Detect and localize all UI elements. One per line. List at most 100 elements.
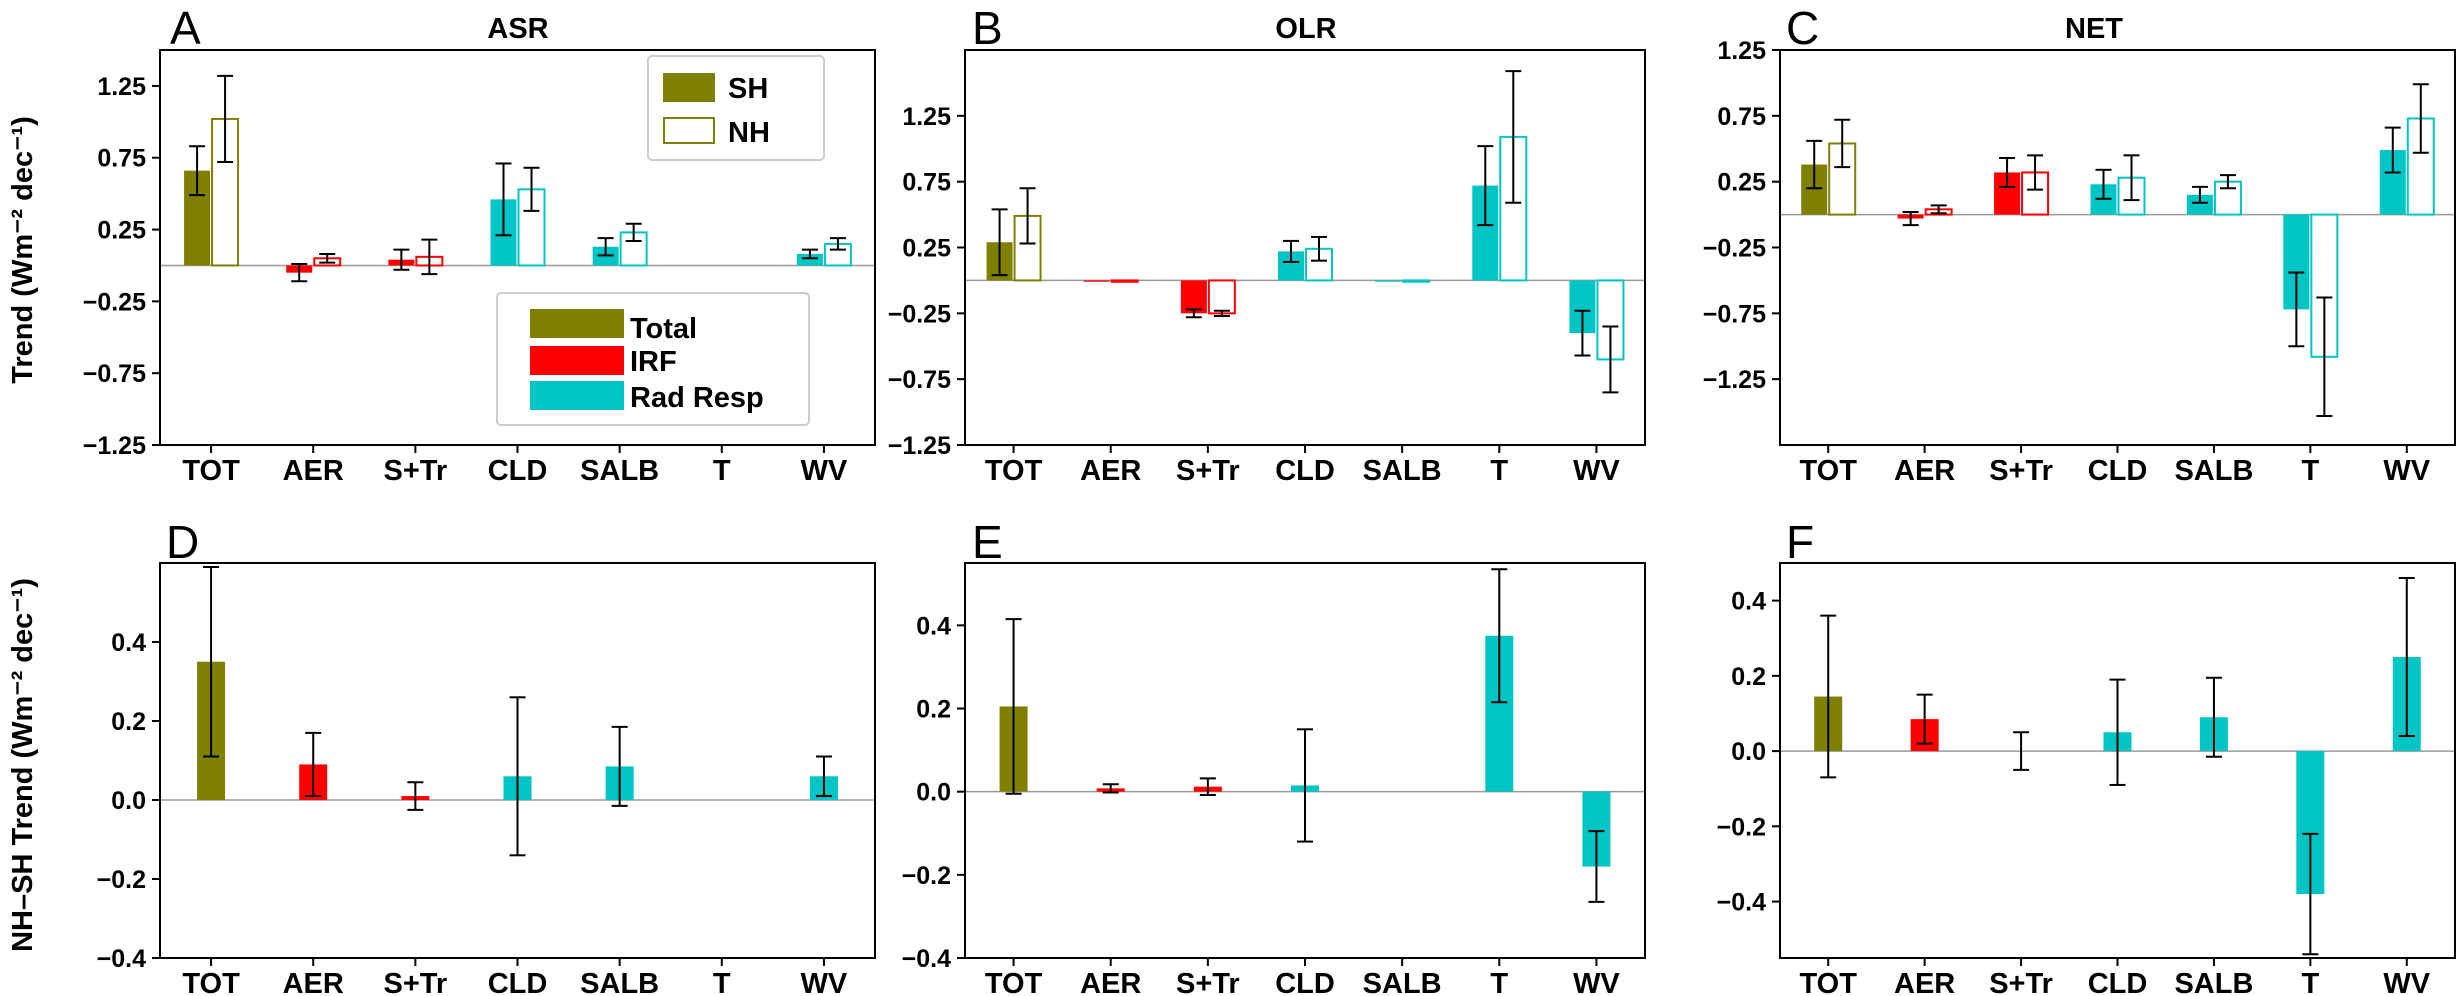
legend-label-rad-resp: Rad Resp (630, 382, 764, 414)
plots: −1.25 −0.75 −0.25 0.25 0.75 1.25 TOT AER S+Tr CLD… (83, 37, 2456, 996)
y-axis-label-top: Trend (Wm⁻² dec⁻¹) (7, 116, 39, 383)
y-tick-label: −0.75 (1703, 300, 1766, 328)
y-tick-label: −1.25 (83, 432, 146, 460)
bar-aer-sh (1083, 280, 1110, 282)
y-tick-label: −0.2 (1717, 813, 1766, 841)
bar-str-nh (1207, 279, 1236, 315)
x-tick-label: AER (283, 455, 344, 487)
y-tick-label: 0.25 (1717, 169, 1766, 197)
x-tick-label: AER (1080, 968, 1141, 996)
x-tick-label: AER (283, 968, 344, 996)
x-tick-label: CLD (2088, 968, 2148, 996)
legend-label-total: Total (630, 313, 697, 345)
x-tick-label: WV (801, 455, 848, 487)
x-tick-label: WV (801, 968, 848, 996)
panel-b: B OLR (972, 2, 1337, 54)
y-tick-label: −0.4 (97, 945, 146, 973)
y-tick-label: 0.2 (916, 696, 951, 724)
y-tick-label: −1.25 (1703, 366, 1766, 394)
x-tick-label: T (713, 455, 731, 487)
x-tick-label: WV (1573, 455, 1620, 487)
x-tick-label: S+Tr (384, 455, 448, 487)
x-tick-label: SALB (1363, 455, 1442, 487)
x-tick-label: S+Tr (1176, 455, 1240, 487)
x-tick-label: AER (1894, 455, 1955, 487)
y-tick-label: 0.25 (902, 235, 951, 263)
x-tick-label: TOT (1799, 455, 1857, 487)
legend-label-irf: IRF (630, 346, 677, 378)
legend-components: Total IRF Rad Resp (496, 292, 810, 426)
x-tick-label: SALB (2174, 968, 2253, 996)
x-tick-label: CLD (1275, 968, 1335, 996)
y-tick-label: 0.2 (111, 708, 146, 736)
x-tick-label: TOT (1799, 968, 1857, 996)
y-tick-label: −0.25 (1703, 235, 1766, 263)
legend-label-sh: SH (728, 73, 768, 105)
x-tick-label: WV (1573, 968, 1620, 996)
plot-a: −1.25 −0.75 −0.25 0.25 0.75 1.25 TOT AER S+Tr CLD… (83, 49, 876, 487)
y-tick-label: 1.25 (97, 73, 146, 101)
y-tick-label: −0.4 (902, 945, 951, 973)
y-tick-label: 0.4 (916, 612, 951, 640)
y-tick-label: 0.75 (1717, 103, 1766, 131)
bar-salb-sh (1375, 280, 1402, 282)
x-tick-label: S+Tr (1989, 968, 2053, 996)
plot-c: −1.25 −0.75 −0.25 0.25 0.75 1.25 TOT AER S+Tr CLD… (1703, 37, 2456, 487)
x-tick-label: AER (1080, 455, 1141, 487)
y-tick-label: 0.0 (916, 779, 951, 807)
bar-aer-nh (1110, 279, 1139, 283)
legend-swatch-total (530, 309, 624, 338)
x-tick-label: AER (1894, 968, 1955, 996)
legend-swatch-irf (530, 346, 624, 375)
x-tick-label: TOT (182, 455, 240, 487)
x-tick-label: TOT (985, 455, 1043, 487)
legend-swatch-rad-resp (530, 381, 624, 410)
y-axis-label-bottom: NH–SH Trend (Wm⁻² dec⁻¹) (7, 578, 39, 952)
y-tick-label: −0.75 (83, 360, 146, 388)
x-tick-label: TOT (182, 968, 240, 996)
bar-wv-nh (1596, 279, 1625, 361)
y-tick-label: −0.75 (888, 366, 951, 394)
panel-e: E (972, 516, 1003, 568)
x-tick-label: T (1490, 455, 1508, 487)
panel-title: NET (2065, 13, 2123, 45)
x-tick-label: WV (2383, 968, 2430, 996)
panel-letter: F (1786, 516, 1814, 568)
y-tick-label: −0.25 (888, 300, 951, 328)
x-tick-label: WV (2383, 455, 2430, 487)
legend-swatch-nh (663, 117, 715, 144)
legend-hemisphere: SH NH (647, 55, 825, 161)
axes-frame (964, 49, 1646, 446)
axes-frame (1779, 49, 2456, 446)
panel-letter: B (972, 2, 1003, 54)
panel-letter: C (1786, 2, 1819, 54)
y-tick-label: −0.4 (1717, 889, 1766, 917)
x-tick-label: S+Tr (1176, 968, 1240, 996)
x-tick-label: CLD (1275, 455, 1335, 487)
y-tick-label: 0.0 (111, 787, 146, 815)
plot-f: −0.4 −0.2 0.0 0.2 0.4 TOT AER S+Tr CLD SALB T WV (1717, 562, 2456, 996)
x-tick-label: SALB (580, 455, 659, 487)
x-tick-label: SALB (2174, 455, 2253, 487)
bar-str-sh (1180, 280, 1207, 314)
y-tick-label: −0.25 (83, 288, 146, 316)
y-tick-label: 0.4 (1731, 588, 1766, 616)
x-tick-label: CLD (488, 968, 548, 996)
panel-title: ASR (487, 13, 548, 45)
y-tick-label: 0.75 (97, 145, 146, 173)
x-tick-label: T (2301, 968, 2319, 996)
panel-letter: D (166, 516, 199, 568)
panel-f: F (1786, 516, 1814, 568)
y-tick-label: 0.0 (1731, 738, 1766, 766)
x-tick-label: T (713, 968, 731, 996)
plot-e: −0.4 −0.2 0.0 0.2 0.4 TOT AER S+Tr CLD SALB T WV (902, 562, 1646, 996)
panel-d: D (166, 516, 199, 568)
x-tick-label: S+Tr (1989, 455, 2053, 487)
y-tick-label: 0.25 (97, 217, 146, 245)
y-tick-label: −1.25 (888, 432, 951, 460)
legend-label-nh: NH (728, 117, 770, 149)
panel-c: C NET (1786, 2, 2123, 54)
x-tick-label: T (1490, 968, 1508, 996)
y-tick-label: 1.25 (902, 103, 951, 131)
